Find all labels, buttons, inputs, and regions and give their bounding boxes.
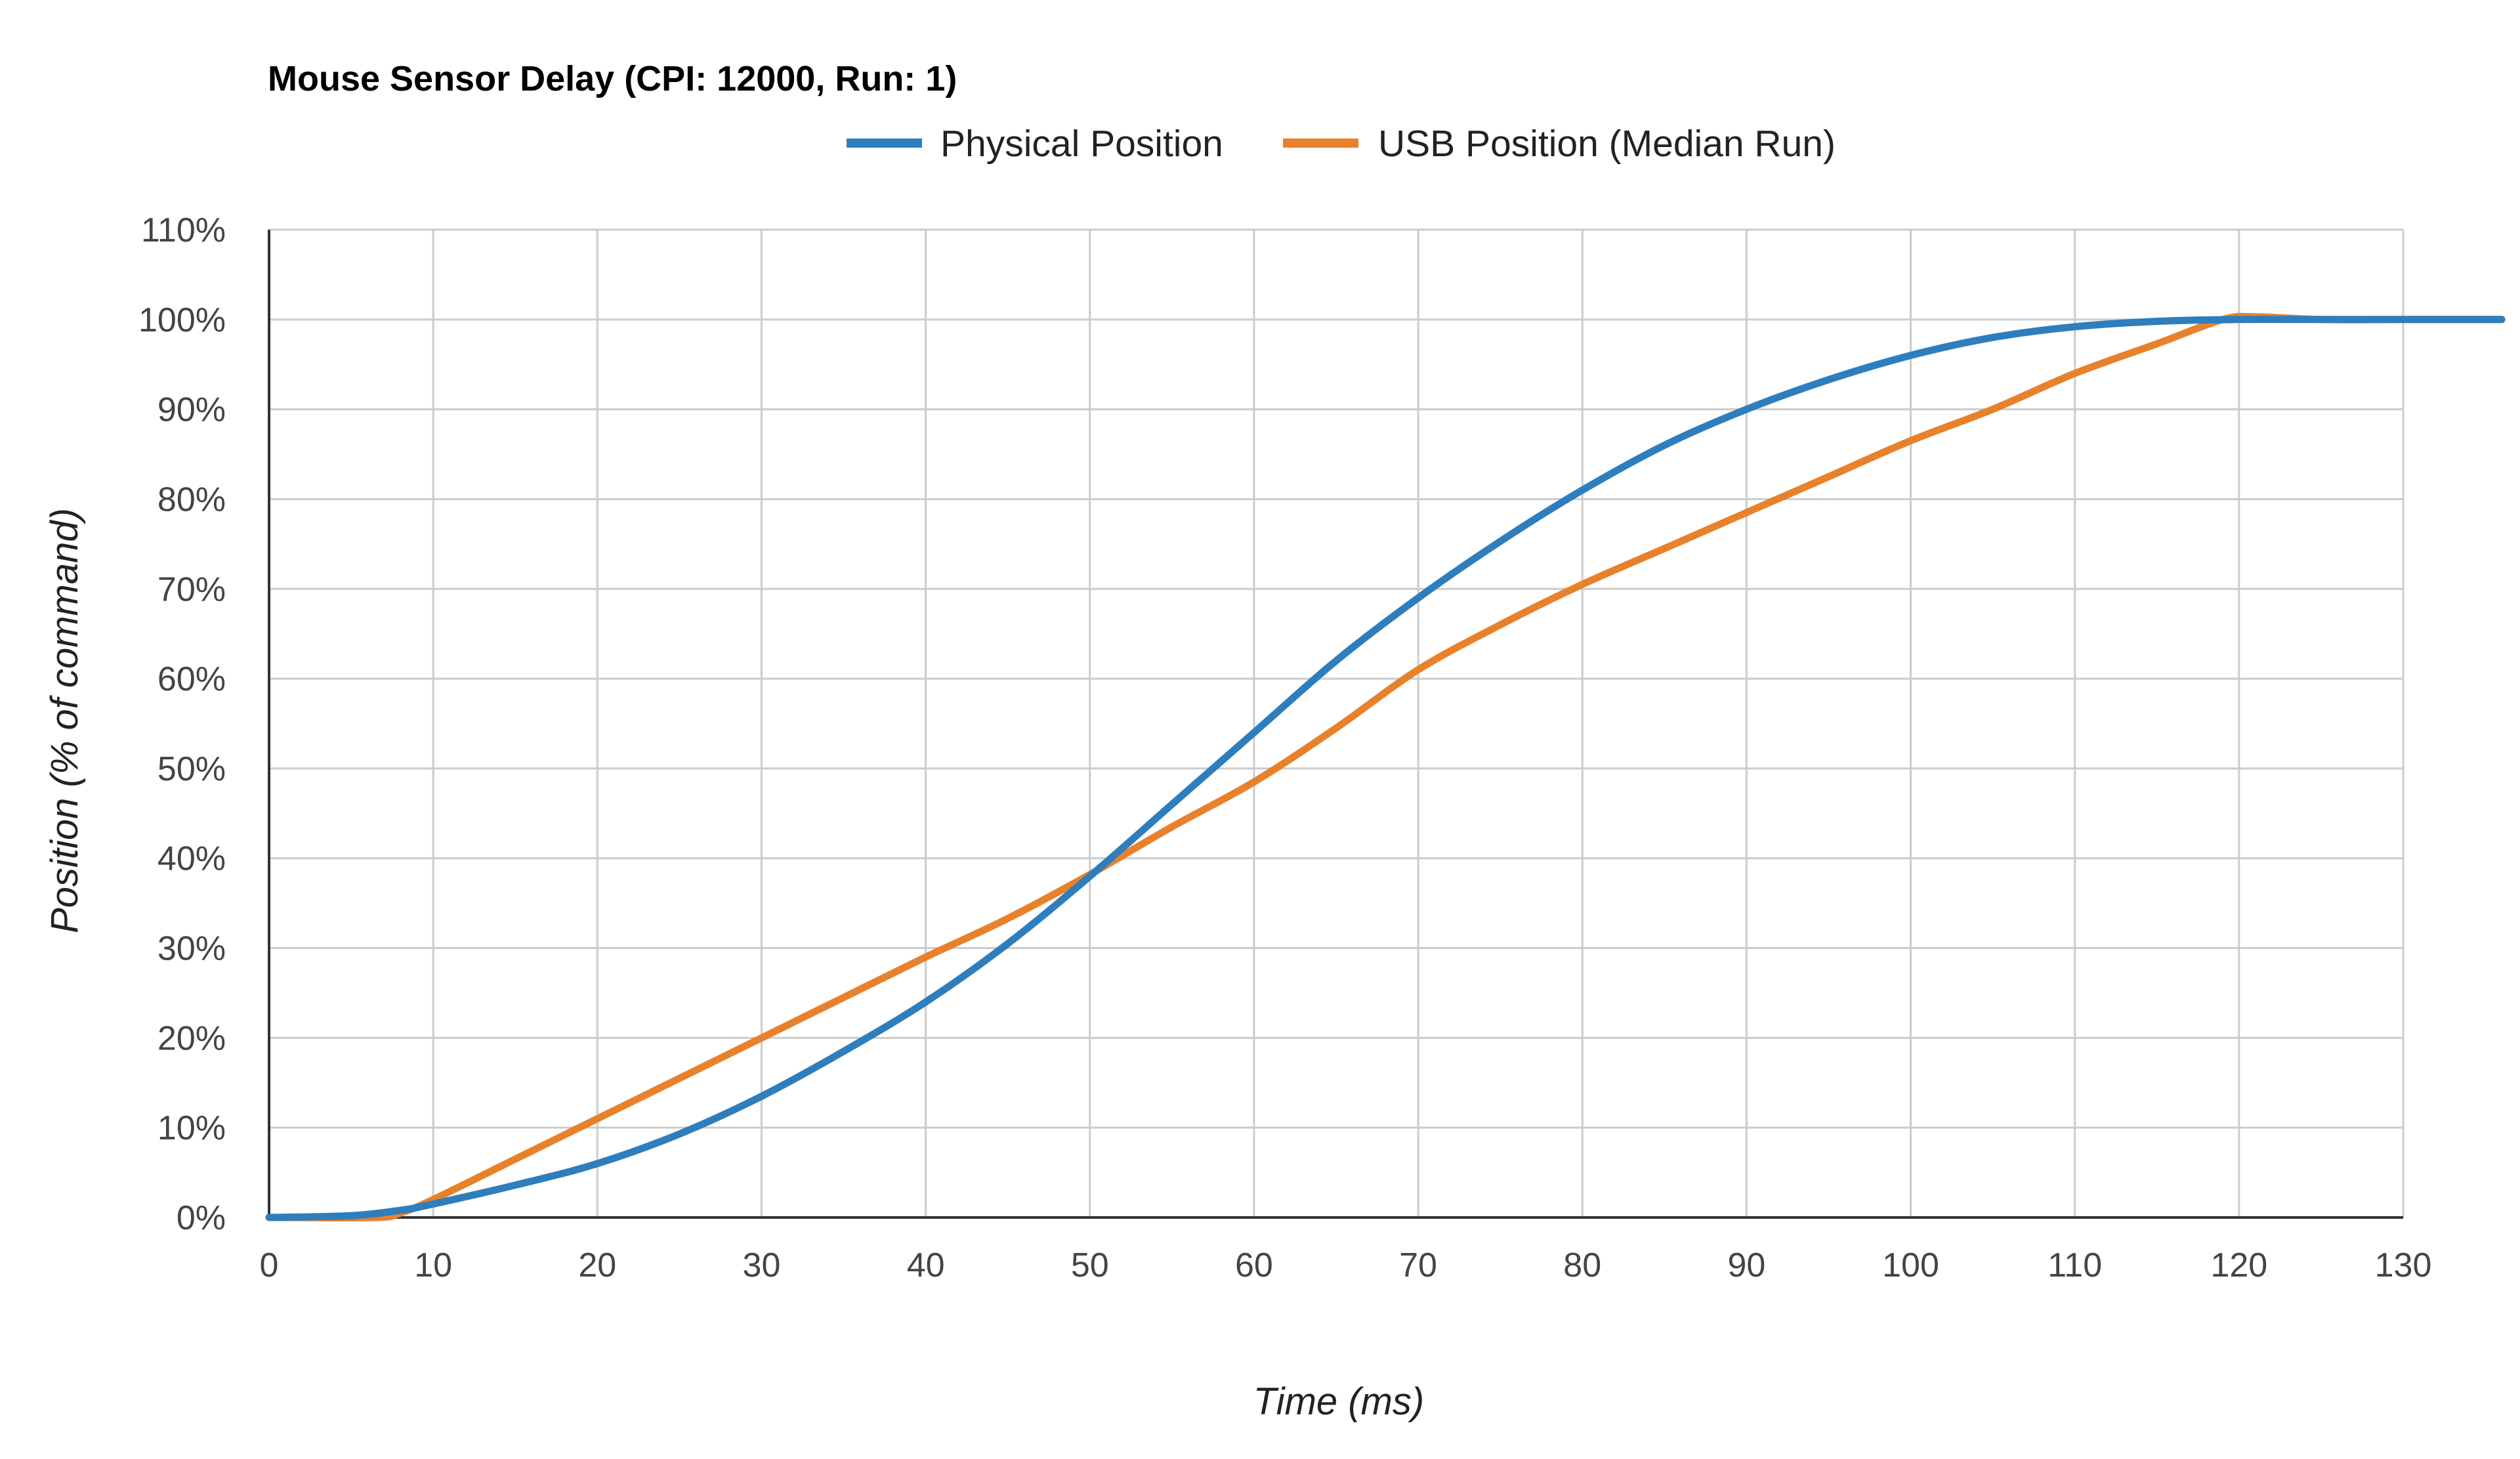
axes [268, 230, 2403, 1219]
tick-labels: 0% 10% 20% 30% 40% 50% 60% 70% 80% 90% 100% 110% 0 10… [138, 211, 2431, 1284]
series-line-physical-position [265, 316, 2506, 1221]
x-axis-title: Time (ms) [1253, 1380, 1424, 1423]
y-tick-label: 10% [158, 1109, 226, 1147]
y-tick-label: 0% [177, 1199, 226, 1237]
x-tick-label: 120 [2210, 1246, 2267, 1284]
x-tick-label: 90 [1727, 1246, 1765, 1284]
x-tick-label: 40 [907, 1246, 945, 1284]
x-tick-label: 110 [2048, 1246, 2102, 1284]
legend-label-usb-position: USB Position (Median Run) [1378, 123, 1836, 165]
x-tick-label: 130 [2375, 1246, 2432, 1284]
y-tick-label: 80% [158, 480, 226, 518]
gridlines [268, 228, 2404, 1217]
chart-title: Mouse Sensor Delay (CPI: 12000, Run: 1) [268, 59, 957, 98]
x-tick-label: 50 [1071, 1246, 1109, 1284]
x-tick-label: 80 [1563, 1246, 1601, 1284]
x-tick-label: 60 [1235, 1246, 1273, 1284]
x-tick-label: 30 [743, 1246, 781, 1284]
x-tick-label: 20 [578, 1246, 616, 1284]
x-tick-label: 100 [1882, 1246, 1939, 1284]
legend: Physical Position USB Position (Median R… [847, 123, 1836, 165]
y-tick-label: 60% [158, 660, 226, 698]
y-tick-label: 90% [158, 391, 226, 429]
y-tick-label: 30% [158, 930, 226, 968]
x-tick-label: 10 [414, 1246, 452, 1284]
y-tick-label: 50% [158, 750, 226, 788]
y-tick-label: 110% [141, 211, 226, 249]
legend-label-physical-position: Physical Position [940, 123, 1223, 165]
y-tick-label: 100% [138, 301, 226, 339]
y-tick-label: 40% [158, 840, 226, 878]
x-tick-label: 0 [260, 1246, 279, 1284]
y-tick-label: 70% [158, 570, 226, 608]
x-tick-label: 70 [1399, 1246, 1437, 1284]
y-tick-label: 20% [158, 1019, 226, 1057]
y-axis-title: Position (% of command) [43, 508, 86, 933]
series-lines [265, 312, 2506, 1221]
series-line-usb-position [265, 312, 2506, 1221]
